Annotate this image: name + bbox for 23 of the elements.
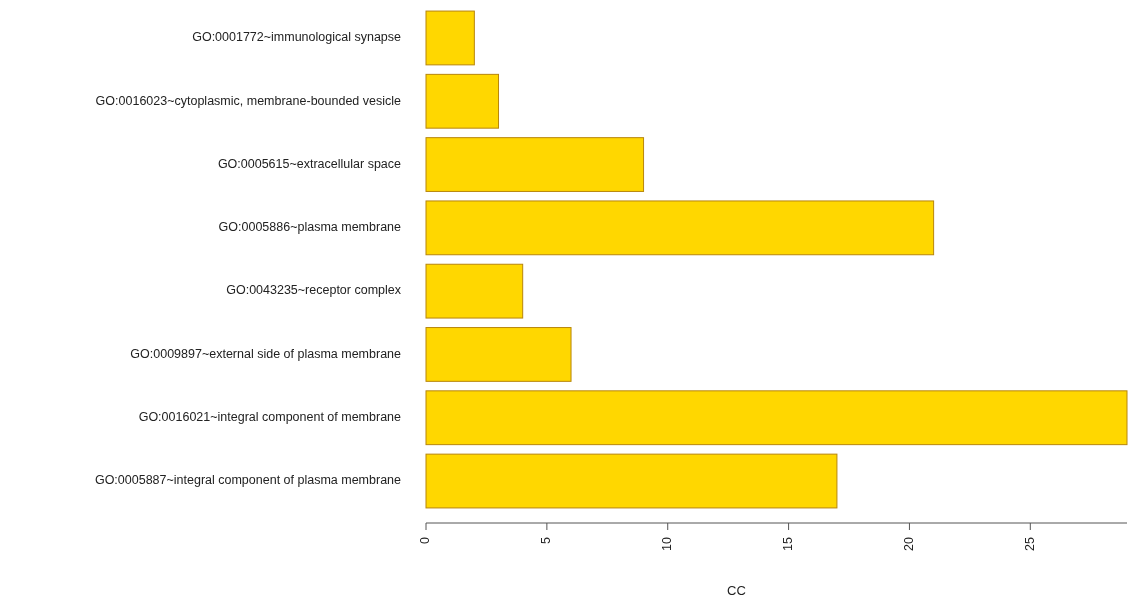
- y-tick-label: GO:0016021~integral component of membrane: [138, 410, 402, 425]
- y-tick-label: GO:0016023~cytoplasmic, membrane-bounded vesicle: [95, 93, 402, 108]
- bar: [425, 10, 475, 66]
- bar: [425, 200, 935, 256]
- y-tick-label: GO:0001772~immunological synapse: [192, 30, 402, 45]
- y-tick-label: GO:0043235~receptor complex: [226, 283, 402, 298]
- y-tick-label: GO:0005887~integral component of plasma membrane: [94, 473, 402, 488]
- y-tick-label: GO:0005886~plasma membrane: [218, 220, 402, 235]
- y-tick-label: GO:0005615~extracellular space: [217, 156, 402, 171]
- x-tick-label: 0: [418, 536, 433, 544]
- x-axis-title: CC: [727, 583, 746, 598]
- x-tick-label: 25: [1022, 536, 1037, 551]
- x-tick-label: 5: [539, 536, 554, 544]
- bar: [425, 453, 838, 509]
- x-tick-label: 20: [901, 536, 916, 551]
- bar: [425, 390, 1128, 446]
- bar: [425, 263, 524, 319]
- bar: [425, 73, 500, 129]
- bar: [425, 327, 572, 382]
- bar: [425, 137, 645, 192]
- x-tick-label: 10: [660, 536, 675, 551]
- y-tick-label: GO:0009897~external side of plasma membrane: [130, 346, 402, 361]
- x-tick-label: 15: [780, 536, 795, 551]
